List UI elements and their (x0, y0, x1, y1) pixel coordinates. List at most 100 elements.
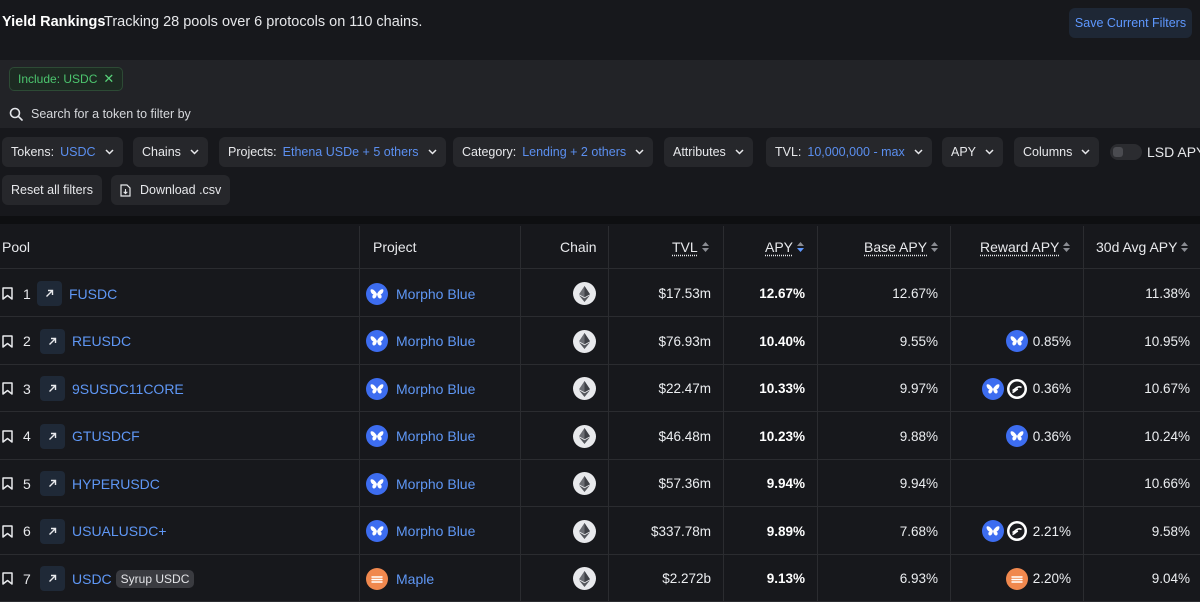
reward-apy-cell (952, 270, 1071, 317)
reset-filters-button[interactable]: Reset all filters (2, 175, 102, 205)
reward-apy-cell: 0.85% (952, 318, 1071, 365)
header-apy[interactable]: APY (765, 239, 805, 255)
category-filter-button[interactable]: Category: Lending + 2 others (453, 137, 654, 167)
reward-apy-cell: 2.20% (952, 555, 1071, 602)
download-csv-button[interactable]: Download .csv (111, 175, 231, 205)
project-cell: Morpho Blue (366, 508, 475, 555)
columns-button[interactable]: Columns (1014, 137, 1100, 167)
project-link[interactable]: Maple (396, 570, 435, 587)
rank-number: 4 (23, 428, 31, 444)
header-base-apy[interactable]: Base APY (864, 239, 939, 255)
pool-cell: USUALUSDC+ (72, 508, 167, 555)
remove-chip-icon[interactable]: ✕ (103, 71, 115, 86)
external-link-icon[interactable] (40, 423, 65, 449)
rank-number: 1 (23, 285, 31, 302)
header-project: Project (373, 239, 417, 255)
morpho-blue-icon (981, 377, 1004, 400)
pool-link[interactable]: FUSDC (69, 285, 118, 302)
attributes-filter-button[interactable]: Attributes (664, 137, 753, 167)
project-link[interactable]: Morpho Blue (396, 380, 476, 397)
chain-cell (573, 413, 596, 460)
chain-cell (573, 508, 596, 555)
external-link-icon[interactable] (40, 471, 65, 496)
tvl-filter-button[interactable]: TVL: 10,000,000 - max (766, 137, 932, 167)
external-link-icon[interactable] (40, 328, 65, 354)
header-pool: Pool (2, 239, 30, 255)
projects-filter-button[interactable]: Projects: Ethena USDe + 5 others (219, 137, 446, 167)
pool-cell: REUSDC (72, 318, 131, 365)
morpho-blue-icon (981, 520, 1004, 542)
page-subtitle: Tracking 28 pools over 6 protocols on 11… (104, 14, 423, 30)
columns-label: Columns (1023, 145, 1073, 159)
morpho-blue-icon (366, 282, 388, 305)
save-filters-button[interactable]: Save Current Filters (1069, 8, 1192, 38)
tokens-filter-value: USDC (60, 145, 96, 159)
header-30d-avg-apy[interactable]: 30d Avg APY (1096, 239, 1189, 255)
morpho-blue-icon (1005, 425, 1028, 447)
pool-link[interactable]: 9SUSDC11CORE (72, 380, 184, 397)
base-apy-value: 7.68% (899, 523, 938, 539)
chevron-down-icon (914, 149, 923, 155)
tokens-filter-button[interactable]: Tokens: USDC (2, 137, 123, 167)
bookmark-icon[interactable] (2, 508, 16, 555)
external-link-icon[interactable] (37, 281, 62, 306)
avg30-apy-value: 10.67% (1144, 381, 1190, 396)
maple-icon (366, 567, 388, 590)
token-search-input[interactable] (31, 104, 631, 124)
chains-filter-button[interactable]: Chains (133, 137, 208, 167)
external-link-icon[interactable] (40, 566, 65, 591)
header-tvl[interactable]: TVL (672, 239, 709, 255)
bookmark-icon[interactable] (2, 555, 16, 602)
project-link[interactable]: Morpho Blue (396, 475, 476, 492)
bookmark-icon[interactable] (2, 413, 16, 460)
page-header: Yield Rankings Tracking 28 pools over 6 … (0, 0, 1200, 48)
pool-link[interactable]: USDC (72, 570, 112, 587)
attributes-filter-label: Attributes (673, 145, 726, 159)
column-divider (950, 226, 951, 602)
pool-link[interactable]: USUALUSDC+ (72, 523, 167, 539)
apy-value: 10.23% (759, 428, 805, 444)
bookmark-icon[interactable] (2, 460, 16, 507)
apy-value: 10.33% (759, 381, 805, 396)
project-link[interactable]: Morpho Blue (396, 333, 476, 349)
chevron-down-icon (635, 149, 644, 155)
tvl-value: $76.93m (658, 333, 711, 349)
header-project-label: Project (373, 239, 417, 255)
apy-value: 9.89% (766, 523, 805, 539)
lsd-apy-toggle[interactable] (1110, 144, 1142, 160)
project-cell: Morpho Blue (366, 270, 475, 317)
bookmark-icon[interactable] (2, 365, 16, 412)
chevron-down-icon (427, 149, 437, 155)
reward-apy-value: 2.21% (1032, 523, 1071, 539)
base-apy-value: 9.88% (899, 428, 938, 444)
chain-cell (573, 318, 596, 365)
lsd-apy-label: LSD APY (1147, 144, 1200, 160)
project-link[interactable]: Morpho Blue (396, 428, 476, 444)
bookmark-icon[interactable] (2, 270, 16, 317)
pool-link[interactable]: GTUSDCF (72, 428, 140, 444)
project-link[interactable]: Morpho Blue (396, 285, 476, 302)
header-reward-apy[interactable]: Reward APY (980, 239, 1071, 255)
reward-apy-value: 0.36% (1032, 428, 1071, 444)
reward-apy-cell: 0.36% (952, 413, 1071, 460)
pool-link[interactable]: REUSDC (72, 333, 132, 349)
header-chain-label: Chain (560, 239, 597, 255)
base-apy-value: 6.93% (899, 571, 938, 586)
apy-filter-button[interactable]: APY (942, 137, 1004, 167)
chevron-down-icon (190, 149, 199, 155)
search-icon (9, 107, 23, 121)
bookmark-icon[interactable] (2, 318, 16, 365)
external-link-icon[interactable] (40, 376, 65, 401)
table-row: 6 USUALUSDC+ Morpho Blue $337.78m 9.89% 7.68%… (0, 508, 1200, 555)
avg30-apy-value: 10.24% (1144, 428, 1190, 444)
rank-number: 7 (23, 570, 31, 587)
base-apy-value: 9.97% (899, 381, 938, 396)
maple-icon (1005, 567, 1028, 590)
external-link-icon[interactable] (40, 518, 65, 544)
reward-apy-cell: 0.36% (952, 365, 1071, 412)
pool-cell: 9SUSDC11CORE (72, 365, 184, 412)
rank-number: 5 (23, 475, 31, 492)
base-apy-value: 9.94% (899, 476, 938, 491)
project-link[interactable]: Morpho Blue (396, 523, 476, 539)
pool-link[interactable]: HYPERUSDC (72, 475, 160, 492)
